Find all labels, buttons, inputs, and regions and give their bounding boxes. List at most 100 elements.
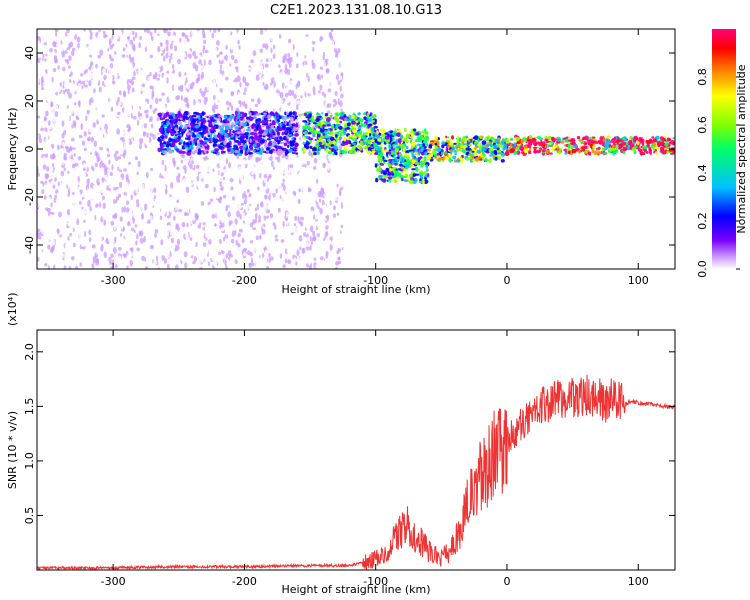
heatmap-cell: [95, 217, 99, 224]
heatmap-cell: [50, 232, 54, 236]
heatmap-cell: [102, 215, 106, 220]
heatmap-cell: [124, 95, 128, 103]
heatmap-cell: [336, 212, 340, 216]
heatmap-cell: [186, 155, 190, 163]
heatmap-cell: [233, 49, 237, 56]
heatmap-cell: [283, 35, 287, 39]
heatmap-cell: [77, 156, 82, 161]
heatmap-cell: [176, 175, 179, 183]
heatmap-cell: [252, 143, 257, 148]
heatmap-cell: [128, 125, 132, 131]
heatmap-cell: [72, 199, 76, 204]
heatmap-cell: [230, 193, 233, 197]
heatmap-cell: [277, 207, 281, 213]
heatmap-cell: [200, 207, 204, 212]
heatmap-cell: [103, 164, 107, 172]
heatmap-cell: [334, 244, 338, 249]
heatmap-cell: [50, 101, 54, 107]
heatmap-cell: [52, 68, 57, 72]
heatmap-cell: [67, 236, 70, 241]
heatmap-cell: [267, 89, 271, 95]
heatmap-cell: [230, 95, 234, 103]
heatmap-cell: [186, 38, 190, 43]
heatmap-cell: [195, 214, 199, 220]
heatmap-cell: [258, 120, 262, 124]
heatmap-cell: [114, 51, 117, 55]
heatmap-cell: [263, 96, 267, 100]
heatmap-cell: [273, 229, 276, 235]
heatmap-cell: [250, 188, 255, 196]
heatmap-cell: [337, 261, 342, 265]
heatmap-cell: [157, 121, 162, 126]
heatmap-cell: [49, 47, 53, 53]
heatmap-cell: [94, 162, 98, 168]
heatmap-cell: [190, 127, 194, 131]
heatmap-cell: [202, 33, 206, 39]
heatmap-cell: [103, 150, 106, 155]
heatmap-cell: [226, 81, 230, 85]
heatmap-cell: [168, 45, 171, 52]
heatmap-cell: [289, 164, 294, 169]
heatmap-cell: [167, 31, 172, 37]
heatmap-cell: [181, 150, 186, 154]
heatmap-cell: [90, 61, 94, 66]
heatmap-cell: [169, 205, 172, 213]
heatmap-cell: [80, 249, 84, 255]
heatmap-cell: [195, 146, 199, 150]
heatmap-cell: [78, 213, 83, 220]
heatmap-cell: [182, 32, 185, 37]
heatmap-cell: [140, 97, 143, 102]
heatmap-cell: [109, 230, 112, 235]
heatmap-cell: [174, 45, 178, 52]
heatmap-cell: [226, 147, 231, 153]
heatmap-cell: [143, 41, 147, 49]
heatmap-cell: [111, 74, 115, 81]
heatmap-cell: [148, 118, 153, 122]
heatmap-cell: [227, 183, 232, 190]
heatmap-cell: [68, 165, 72, 171]
heatmap-cell: [300, 166, 305, 171]
heatmap-cell: [140, 167, 145, 173]
heatmap-cell: [44, 263, 48, 267]
heatmap-cell: [180, 95, 183, 101]
heatmap-cell: [224, 259, 227, 267]
heatmap-cell: [218, 251, 222, 255]
heatmap-cell: [247, 126, 250, 129]
heatmap-cell: [82, 126, 86, 133]
heatmap-cell: [123, 125, 126, 131]
heatmap-cell: [224, 217, 229, 222]
heatmap-cell: [190, 195, 194, 199]
heatmap-cell: [313, 214, 316, 220]
heatmap-cell: [156, 77, 160, 81]
heatmap-cell: [339, 85, 342, 92]
heatmap-cell: [61, 253, 66, 258]
heatmap-cell: [237, 39, 240, 45]
heatmap-cell: [255, 74, 260, 81]
heatmap-cell: [318, 198, 322, 203]
heatmap-cell: [161, 159, 165, 167]
heatmap-cell: [222, 48, 226, 53]
heatmap-cell: [263, 39, 266, 44]
heatmap-cell: [92, 173, 95, 179]
heatmap-cell: [122, 227, 125, 231]
heatmap-cell: [139, 219, 144, 226]
heatmap-cell: [117, 111, 121, 116]
heatmap-cell: [163, 100, 167, 104]
heatmap-cell: [77, 111, 81, 117]
heatmap-cell: [94, 168, 98, 174]
heatmap-cell: [158, 127, 163, 133]
heatmap-cell: [38, 125, 41, 131]
heatmap-cell: [153, 125, 157, 133]
heatmap-cell: [293, 245, 297, 253]
heatmap-cell: [65, 166, 69, 171]
heatmap-cell: [150, 167, 154, 172]
heatmap-cell: [83, 209, 86, 214]
heatmap-cell: [293, 149, 297, 152]
heatmap-cell: [70, 137, 75, 142]
heatmap-cell: [184, 262, 188, 269]
heatmap-cell: [270, 124, 275, 129]
heatmap-cell: [273, 81, 276, 88]
heatmap-cell: [110, 183, 113, 191]
heatmap-cell: [267, 142, 273, 147]
heatmap-cell: [213, 134, 218, 139]
